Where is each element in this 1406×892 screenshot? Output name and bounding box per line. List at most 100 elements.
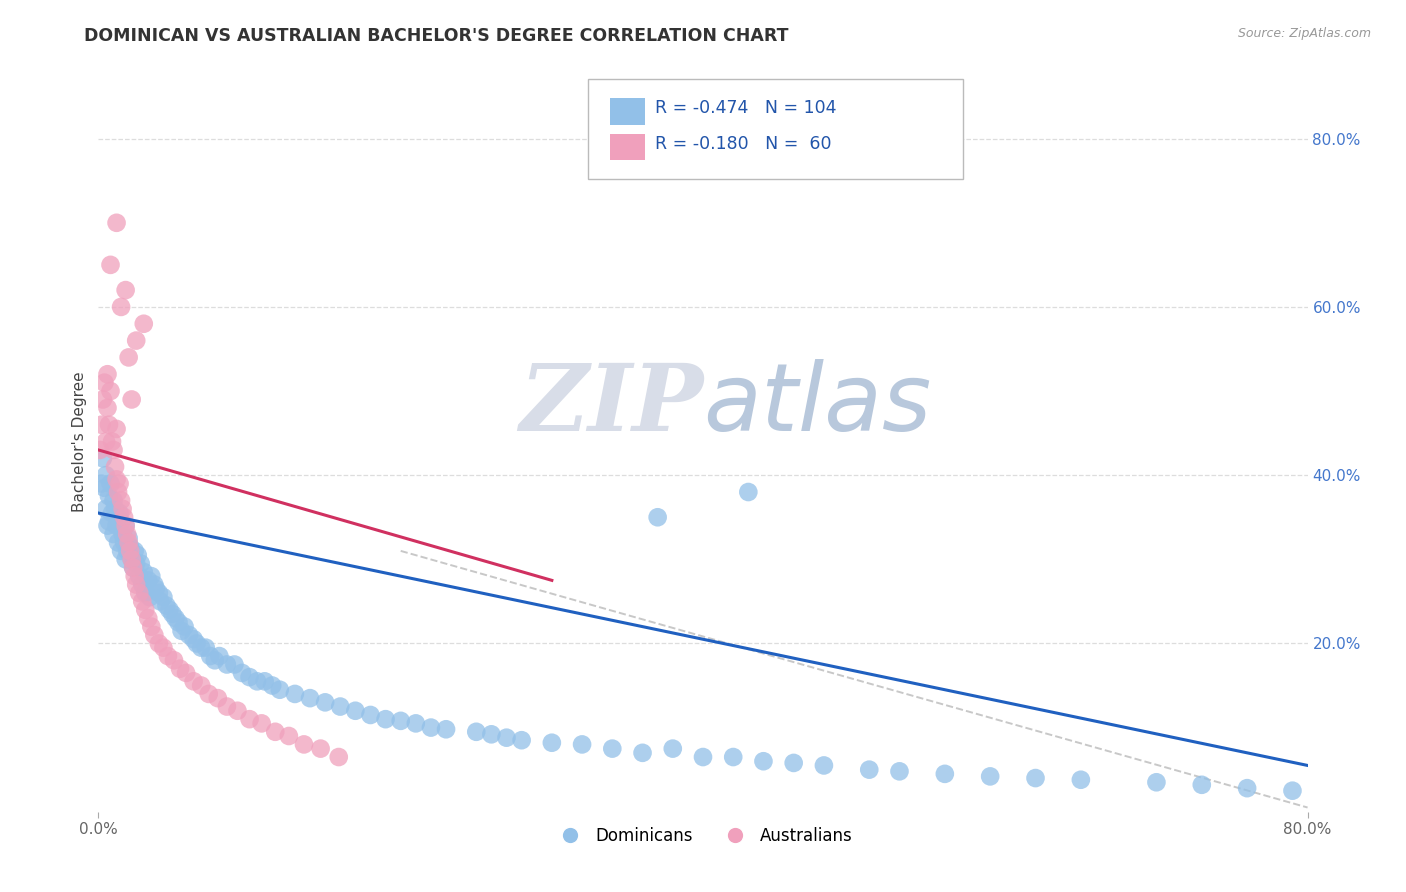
Point xyxy=(103,527,125,541)
Point xyxy=(510,733,533,747)
Point xyxy=(737,485,759,500)
Legend: Dominicans, Australians: Dominicans, Australians xyxy=(547,820,859,852)
Point xyxy=(752,754,775,768)
Point xyxy=(264,724,287,739)
Point xyxy=(122,560,145,574)
Point xyxy=(110,544,132,558)
Point xyxy=(292,738,315,752)
FancyBboxPatch shape xyxy=(588,78,963,178)
Point xyxy=(105,472,128,486)
Point xyxy=(148,636,170,650)
Point xyxy=(889,764,911,779)
Point xyxy=(114,518,136,533)
Point xyxy=(226,704,249,718)
Point xyxy=(979,769,1001,783)
Point xyxy=(208,649,231,664)
Point xyxy=(169,662,191,676)
Point xyxy=(647,510,669,524)
Point xyxy=(141,569,163,583)
Text: R = -0.474   N = 104: R = -0.474 N = 104 xyxy=(655,100,837,118)
Point xyxy=(121,552,143,566)
Point xyxy=(115,544,138,558)
Point xyxy=(143,628,166,642)
Point xyxy=(114,283,136,297)
Point xyxy=(118,531,141,545)
Point xyxy=(93,376,115,390)
Point xyxy=(152,590,174,604)
FancyBboxPatch shape xyxy=(610,134,645,161)
Point xyxy=(139,590,162,604)
Point xyxy=(98,417,121,432)
Point xyxy=(141,619,163,633)
Point xyxy=(96,368,118,382)
Point xyxy=(269,682,291,697)
Point xyxy=(101,506,124,520)
Point xyxy=(934,767,956,781)
Point xyxy=(253,674,276,689)
Point xyxy=(128,569,150,583)
Point xyxy=(571,738,593,752)
Point xyxy=(124,544,146,558)
Point xyxy=(200,649,222,664)
Point xyxy=(121,392,143,407)
Point xyxy=(94,434,117,449)
Point xyxy=(314,695,336,709)
Point xyxy=(1236,781,1258,796)
Point xyxy=(103,493,125,508)
Point xyxy=(360,708,382,723)
Point xyxy=(215,699,238,714)
Point xyxy=(148,586,170,600)
Point xyxy=(858,763,880,777)
Point xyxy=(179,628,201,642)
Point xyxy=(344,704,367,718)
Text: Source: ZipAtlas.com: Source: ZipAtlas.com xyxy=(1237,27,1371,40)
Point xyxy=(167,615,190,630)
Point xyxy=(111,527,134,541)
Point xyxy=(101,434,124,449)
Point xyxy=(132,317,155,331)
Point xyxy=(145,582,167,596)
Point xyxy=(100,476,122,491)
Point xyxy=(143,577,166,591)
Point xyxy=(91,451,114,466)
Point xyxy=(207,691,229,706)
Point xyxy=(98,489,121,503)
Point xyxy=(104,501,127,516)
Point xyxy=(420,721,443,735)
Point xyxy=(90,417,112,432)
Point xyxy=(174,665,197,680)
Point xyxy=(94,501,117,516)
Point xyxy=(231,665,253,680)
Point xyxy=(224,657,246,672)
Point xyxy=(110,300,132,314)
Point xyxy=(128,586,150,600)
Point xyxy=(100,258,122,272)
Point xyxy=(309,741,332,756)
Point xyxy=(405,716,427,731)
Point xyxy=(495,731,517,745)
Point xyxy=(723,750,745,764)
Point xyxy=(602,741,624,756)
Point xyxy=(96,518,118,533)
Point xyxy=(111,501,134,516)
Point xyxy=(108,476,131,491)
Point xyxy=(162,607,184,621)
Point xyxy=(120,540,142,554)
Point xyxy=(98,515,121,529)
Point xyxy=(125,334,148,348)
Point xyxy=(114,552,136,566)
Point xyxy=(813,758,835,772)
Point xyxy=(125,577,148,591)
Point xyxy=(125,557,148,571)
Text: atlas: atlas xyxy=(703,359,931,450)
Point xyxy=(183,632,205,647)
Point xyxy=(129,557,152,571)
Point xyxy=(107,535,129,549)
Point xyxy=(118,535,141,549)
Point xyxy=(186,636,208,650)
Point xyxy=(197,687,219,701)
Point xyxy=(262,679,284,693)
Point xyxy=(107,510,129,524)
Point xyxy=(94,468,117,483)
Point xyxy=(90,476,112,491)
